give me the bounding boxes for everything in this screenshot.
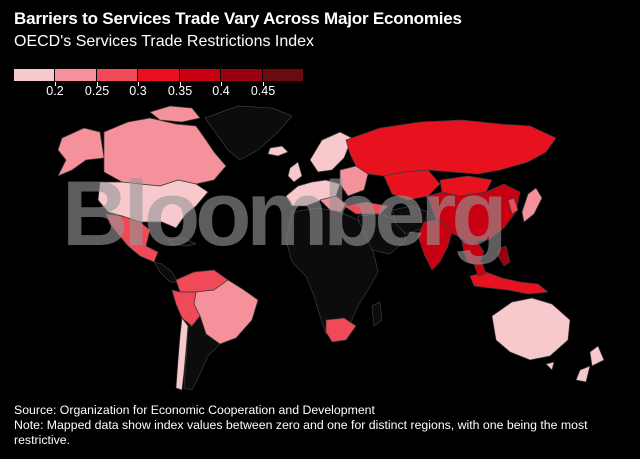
chart-title: Barriers to Services Trade Vary Across M…	[14, 9, 462, 28]
legend-label: 0.45	[250, 84, 276, 98]
legend-label: 0.4	[212, 84, 230, 98]
region-new-zealand	[575, 345, 605, 383]
region-madagascar	[371, 301, 383, 327]
note-text: Note: Mapped data show index values betw…	[14, 418, 588, 447]
legend-color-scale	[14, 69, 304, 81]
region-philippines	[497, 245, 511, 267]
region-greenland	[204, 105, 293, 161]
region-korea	[507, 197, 519, 215]
region-argentina	[183, 315, 221, 391]
legend-tick	[55, 82, 56, 86]
region-western-europe	[285, 179, 341, 207]
region-russia	[345, 119, 557, 177]
region-tasmania	[545, 361, 555, 371]
region-indonesia	[469, 271, 549, 295]
legend-label: 0.35	[167, 84, 193, 98]
region-canadian-islands	[149, 105, 201, 123]
region-alaska	[57, 127, 105, 177]
chart-subtitle: OECD's Services Trade Restrictions Index	[14, 33, 315, 50]
region-usa	[97, 179, 209, 229]
region-south-africa	[325, 317, 357, 343]
legend-tick	[221, 82, 222, 86]
legend-swatch-1	[14, 69, 56, 81]
legend-label: 0.25	[84, 84, 110, 98]
region-caribbean	[167, 237, 197, 247]
region-australia	[491, 297, 571, 361]
legend-tick	[263, 82, 264, 86]
region-canada	[103, 117, 227, 187]
legend-label: 0.3	[129, 84, 147, 98]
legend-swatch-7	[262, 69, 304, 81]
region-turkey	[343, 201, 389, 215]
legend-tick	[97, 82, 98, 86]
region-central-america	[153, 261, 179, 283]
legend-label: 0.2	[46, 84, 64, 98]
region-southern-europe	[319, 195, 347, 215]
legend-tick	[138, 82, 139, 86]
legend: 0.2 0.25 0.3 0.35 0.4 0.45	[14, 69, 304, 99]
legend-swatch-4	[138, 69, 180, 81]
source-note: Source: Organization for Economic Cooper…	[14, 403, 626, 448]
region-india	[417, 219, 453, 271]
legend-swatch-5	[179, 69, 222, 81]
region-iceland	[267, 145, 289, 157]
source-text: Source: Organization for Economic Cooper…	[14, 403, 375, 417]
bloomberg-watermark: Bloomberg	[62, 163, 508, 265]
legend-swatch-6	[221, 69, 263, 81]
legend-swatch-3	[96, 69, 139, 81]
region-africa	[285, 207, 379, 337]
legend-swatch-2	[55, 69, 97, 81]
region-uk	[287, 161, 303, 183]
region-mexico	[105, 213, 159, 263]
region-central-asia	[383, 169, 441, 201]
region-malaysia	[473, 261, 487, 277]
world-map	[57, 105, 605, 391]
region-japan	[521, 187, 543, 223]
legend-tick	[180, 82, 181, 86]
